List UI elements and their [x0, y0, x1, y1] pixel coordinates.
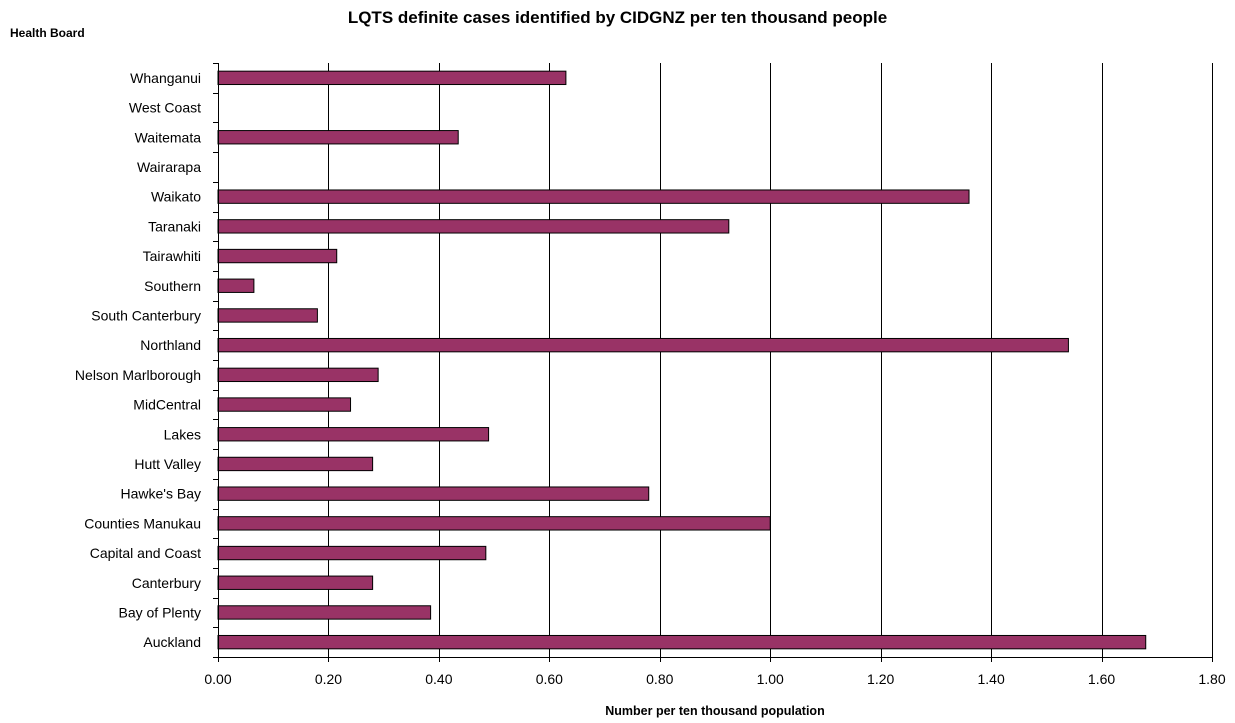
y-tick-label: Southern	[144, 278, 201, 294]
y-tick-label: Capital and Coast	[90, 545, 201, 561]
y-axis-label: Health Board	[10, 26, 85, 40]
bar	[217, 397, 352, 412]
x-tick-label: 1.80	[1198, 671, 1225, 687]
x-tick-label: 1.20	[867, 671, 894, 687]
y-tick-label: Hutt Valley	[134, 456, 201, 472]
y-tick-label: Nelson Marlborough	[75, 367, 201, 383]
y-tick-label: Canterbury	[132, 575, 201, 591]
bar	[217, 516, 771, 531]
gridlines	[328, 63, 1213, 657]
y-tick-label: Counties Manukau	[84, 515, 201, 531]
y-tick-label: Whanganui	[130, 70, 201, 86]
bar	[217, 337, 1069, 353]
bar	[217, 70, 567, 86]
bar	[217, 367, 379, 383]
bar	[217, 427, 490, 442]
y-tick-label: Waikato	[151, 189, 201, 205]
x-tick-label: 0.60	[536, 671, 563, 687]
bars	[217, 70, 1147, 650]
x-axis-label: Number per ten thousand population	[605, 704, 825, 718]
y-tick-label: Wairarapa	[137, 159, 201, 175]
chart-title: LQTS definite cases identified by CIDGNZ…	[347, 8, 888, 27]
y-tick-label: MidCentral	[133, 397, 201, 413]
x-tick-label: 1.00	[757, 671, 784, 687]
bar	[217, 308, 318, 323]
bar	[217, 456, 374, 472]
y-tick-label: Bay of Plenty	[119, 604, 202, 620]
y-tick-label: Hawke's Bay	[121, 486, 201, 502]
bar	[217, 219, 730, 234]
y-tick-label: South Canterbury	[91, 307, 201, 323]
y-tick-label: West Coast	[129, 100, 201, 116]
bar	[217, 189, 970, 204]
y-tick-label: Taranaki	[148, 218, 201, 234]
x-tick-label: 1.40	[977, 671, 1004, 687]
x-tick-label: 1.60	[1088, 671, 1115, 687]
x-tick-label: 0.00	[204, 671, 231, 687]
bar	[217, 575, 374, 590]
bar	[217, 248, 338, 264]
bar	[217, 278, 255, 293]
bar	[217, 605, 432, 620]
y-tick-label: Auckland	[143, 634, 201, 650]
bar	[217, 486, 650, 501]
y-tick-label: Tairawhiti	[143, 248, 201, 264]
tick-labels: 0.00 0.20 0.40 0.60 0.80 1.00 1.20 1.40 1.60 1.80…	[75, 70, 1226, 687]
x-tick-label: 0.80	[646, 671, 673, 687]
axes	[213, 63, 1213, 662]
y-tick-label: Lakes	[164, 426, 201, 442]
bar	[217, 634, 1147, 650]
y-tick-label: Northland	[140, 337, 201, 353]
x-tick-label: 0.40	[425, 671, 452, 687]
y-tick-label: Waitemata	[135, 129, 202, 145]
x-tick-label: 0.20	[315, 671, 342, 687]
bar	[217, 545, 487, 561]
bar	[217, 130, 459, 145]
